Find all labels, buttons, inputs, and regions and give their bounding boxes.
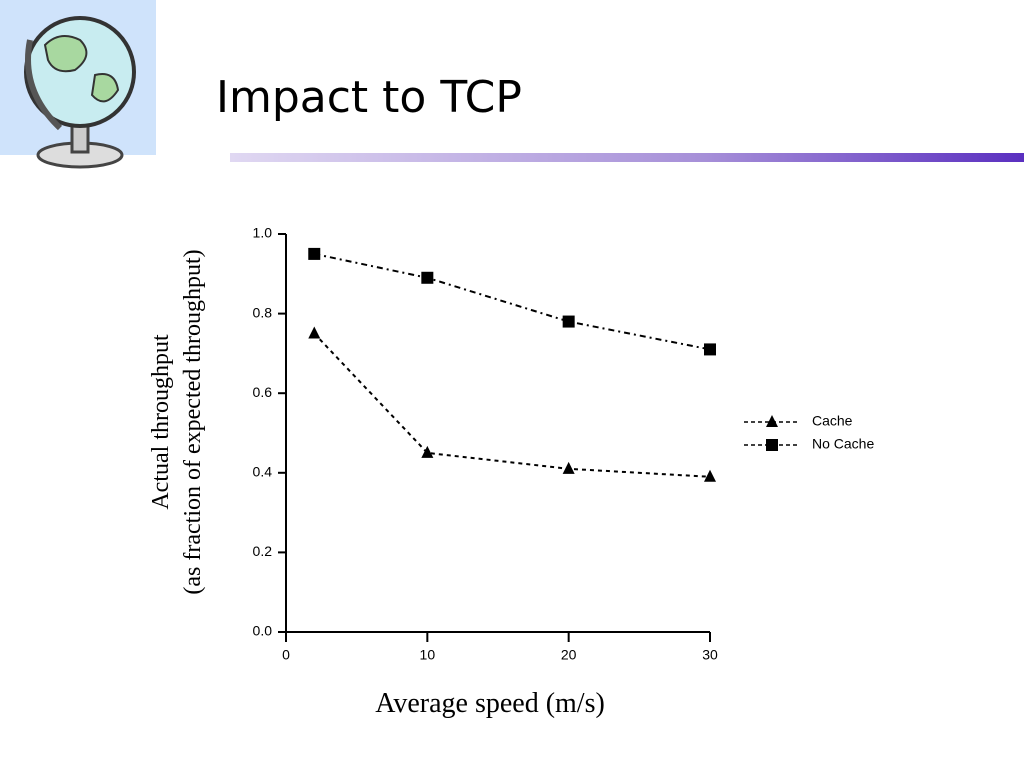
- y-axis-label-line: Actual throughput: [148, 334, 174, 510]
- marker: [766, 439, 778, 451]
- plot: 0.0 0.2 0.4 0.6 0.8 1.0 0 10 20 30 Cache No Cache: [253, 225, 875, 663]
- legend-item: Cache: [744, 413, 853, 429]
- y-tick-label: 0.8: [253, 304, 273, 320]
- x-tick-label: 30: [702, 647, 718, 663]
- series-line: [314, 252, 711, 351]
- slide-title: Impact to TCP: [216, 72, 522, 123]
- x-tick-label: 20: [561, 647, 577, 663]
- marker: [766, 415, 778, 427]
- marker: [421, 445, 434, 458]
- legend-label: Cache: [812, 413, 853, 429]
- series-line: [313, 332, 711, 478]
- y-axis-label: Actual throughput (as fraction of expect…: [148, 249, 206, 594]
- marker: [562, 315, 575, 328]
- marker: [308, 247, 321, 260]
- x-axis-label: Average speed (m/s): [375, 688, 605, 719]
- title-underline: [230, 153, 1024, 162]
- legend-item: No Cache: [744, 436, 874, 452]
- legend-label: No Cache: [812, 436, 874, 452]
- marker: [308, 326, 321, 339]
- y-tick-label: 0.2: [253, 543, 273, 559]
- marker: [704, 469, 716, 482]
- y-tick-label: 1.0: [253, 225, 273, 241]
- y-tick-label: 0.0: [253, 623, 273, 639]
- y-tick-label: 0.4: [253, 464, 273, 480]
- marker: [421, 271, 434, 284]
- y-axis-label-line: (as fraction of expected throughput): [180, 249, 206, 594]
- x-tick-label: 0: [282, 647, 290, 663]
- globe-icon: [0, 0, 156, 169]
- marker: [704, 343, 716, 356]
- x-tick-label: 10: [420, 647, 436, 663]
- marker: [562, 461, 575, 474]
- y-tick-label: 0.6: [253, 384, 273, 400]
